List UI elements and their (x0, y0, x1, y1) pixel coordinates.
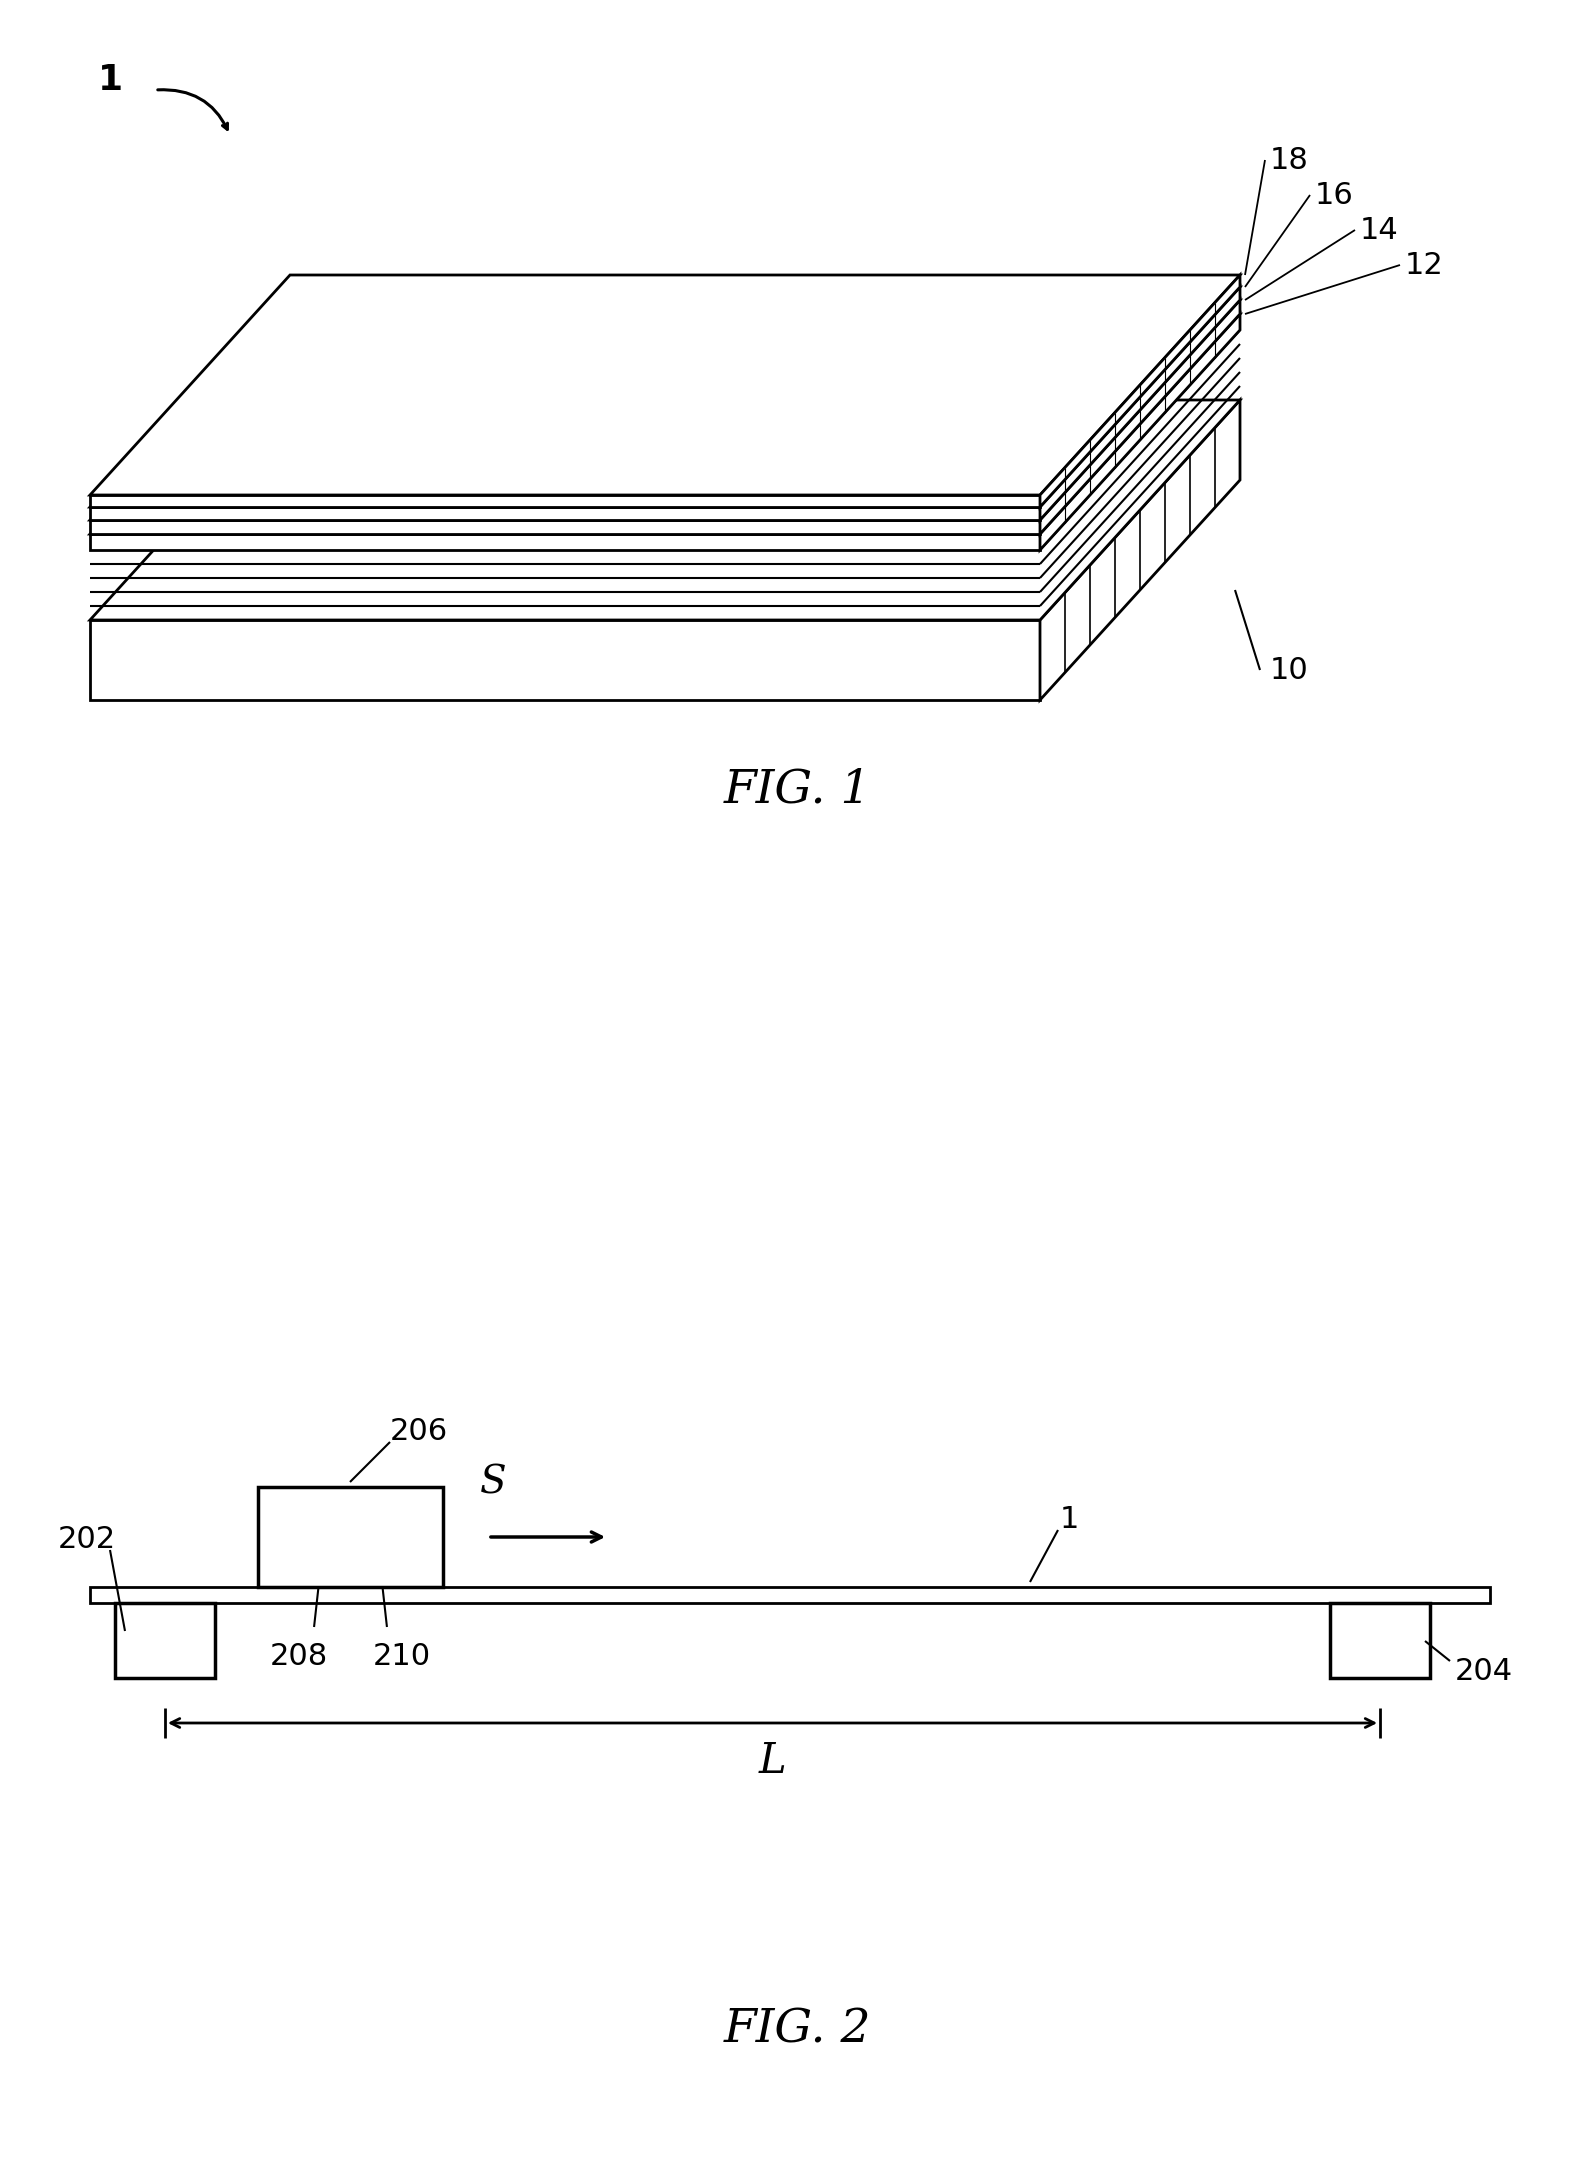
Polygon shape (89, 275, 1240, 495)
Text: 1: 1 (97, 63, 123, 96)
Polygon shape (89, 288, 1240, 506)
Polygon shape (1041, 399, 1240, 700)
Text: 208: 208 (270, 1643, 329, 1671)
Text: 14: 14 (1360, 216, 1398, 244)
Polygon shape (89, 535, 1041, 550)
Text: L: L (758, 1739, 787, 1783)
Text: 1: 1 (1060, 1506, 1079, 1534)
Text: FIG. 1: FIG. 1 (725, 768, 871, 812)
Bar (1329, 1604, 1430, 1678)
Polygon shape (89, 506, 1041, 519)
Text: 10: 10 (1270, 655, 1309, 685)
Text: S: S (480, 1464, 506, 1501)
Polygon shape (89, 314, 1240, 535)
Polygon shape (89, 519, 1041, 535)
Bar (115, 1604, 215, 1678)
Polygon shape (89, 299, 1240, 519)
Text: 206: 206 (389, 1418, 448, 1447)
Bar (259, 1486, 444, 1586)
Polygon shape (1041, 275, 1240, 506)
Polygon shape (1041, 299, 1240, 535)
Text: 18: 18 (1270, 146, 1309, 175)
Text: 210: 210 (373, 1643, 431, 1671)
Polygon shape (1041, 314, 1240, 550)
Polygon shape (1041, 288, 1240, 519)
Text: 12: 12 (1404, 251, 1444, 279)
Text: 16: 16 (1315, 181, 1353, 209)
Text: FIG. 2: FIG. 2 (725, 2007, 871, 2053)
Bar (89, 1586, 1491, 1604)
Text: 204: 204 (1456, 1656, 1513, 1685)
Text: 202: 202 (57, 1525, 117, 1554)
Polygon shape (89, 495, 1041, 506)
Polygon shape (89, 399, 1240, 620)
Polygon shape (89, 620, 1041, 700)
